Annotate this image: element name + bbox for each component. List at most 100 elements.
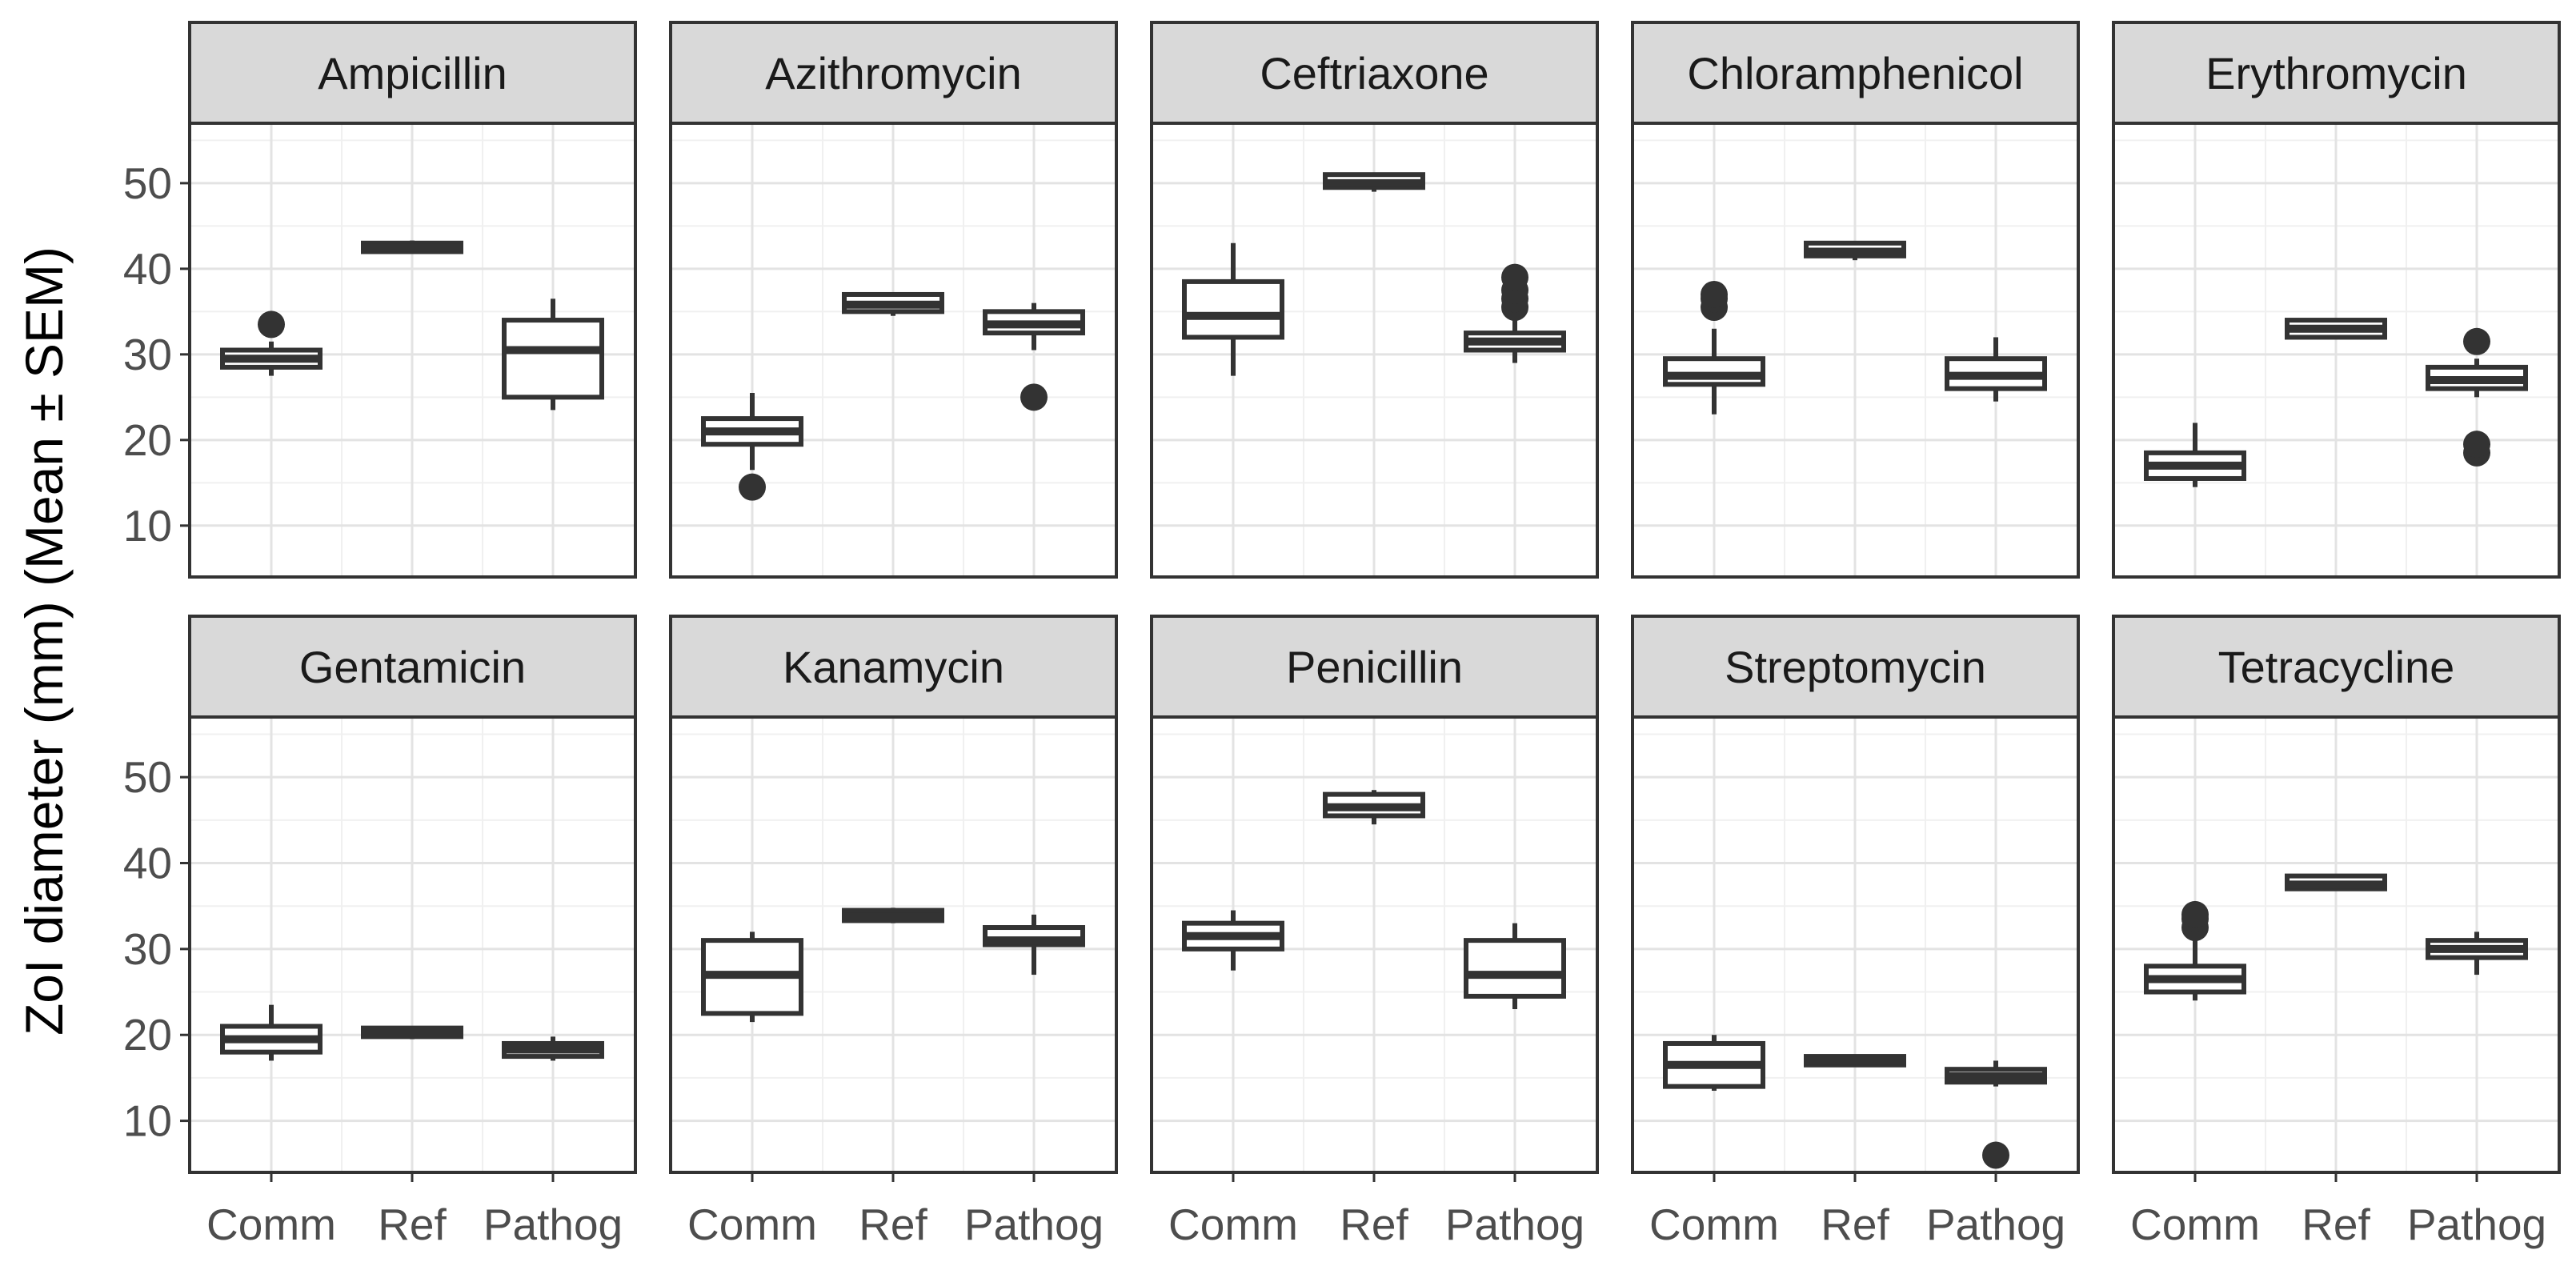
box-comm bbox=[701, 392, 803, 501]
facet-panel-kanamycin: Kanamycin Comm Ref Pathog bbox=[669, 615, 1118, 1249]
x-tick-label: Pathog bbox=[964, 1200, 1104, 1249]
box-pathog bbox=[2426, 931, 2528, 976]
box-comm bbox=[701, 931, 803, 1023]
x-tick-label: Ref bbox=[1340, 1200, 1408, 1249]
facet-title: Penicillin bbox=[1286, 642, 1463, 692]
x-tick-label: Ref bbox=[859, 1200, 927, 1249]
facet-strip bbox=[1631, 21, 2080, 125]
box-comm bbox=[1182, 242, 1284, 376]
box-ref bbox=[2285, 873, 2387, 891]
x-tick-label: Comm bbox=[2130, 1200, 2260, 1249]
facet-title: Chloramphenicol bbox=[1687, 48, 2023, 98]
facet-panel-ampicillin: Ampicillin 10 20 30 40 50 bbox=[123, 21, 637, 579]
outlier-point bbox=[1501, 263, 1528, 291]
box-ref bbox=[1323, 790, 1425, 825]
outlier-point bbox=[258, 310, 285, 339]
box-ref bbox=[361, 240, 463, 254]
outlier-point bbox=[1982, 1141, 2009, 1169]
facet-strip bbox=[669, 615, 1118, 719]
box-ref bbox=[842, 291, 944, 316]
x-tick-label: Comm bbox=[206, 1200, 336, 1249]
x-tick-label: Ref bbox=[378, 1200, 447, 1249]
box-ref bbox=[361, 1025, 463, 1040]
x-tick-label: Pathog bbox=[483, 1200, 623, 1249]
box-ref bbox=[842, 907, 944, 923]
y-tick-label: 30 bbox=[123, 330, 172, 379]
box-ref bbox=[1323, 172, 1425, 192]
box-comm bbox=[2144, 423, 2246, 487]
facet-panel-chloramphenicol: Chloramphenicol bbox=[1631, 21, 2080, 579]
box-iqr bbox=[1464, 938, 1566, 999]
facet-title: Ceftriaxone bbox=[1260, 48, 1488, 98]
x-tick-label: Pathog bbox=[1926, 1200, 2065, 1249]
facet-title: Kanamycin bbox=[783, 642, 1004, 692]
facet-strip bbox=[2112, 615, 2561, 719]
facet-strip bbox=[2112, 21, 2561, 125]
facet-title: Streptomycin bbox=[1725, 642, 1986, 692]
outlier-point bbox=[2463, 327, 2490, 355]
y-tick-label: 50 bbox=[123, 158, 172, 208]
facet-title: Gentamicin bbox=[299, 642, 526, 692]
box-pathog bbox=[1464, 923, 1566, 1010]
box-pathog bbox=[1464, 263, 1566, 363]
facet-strip bbox=[1150, 21, 1599, 125]
y-tick-label: 10 bbox=[123, 1096, 172, 1146]
facet-panels: Ampicillin 10 20 30 40 50 Azithromycin Ceftriax… bbox=[123, 21, 2561, 1249]
facet-title: Ampicillin bbox=[318, 48, 507, 98]
outlier-point bbox=[2181, 900, 2209, 928]
facet-panel-tetracycline: Tetracycline Comm Ref Pathog bbox=[2112, 615, 2561, 1249]
y-axis-title: ZoI diameter (mm) (Mean ± SEM) bbox=[14, 246, 74, 1036]
box-pathog bbox=[983, 302, 1085, 411]
box-ref bbox=[2285, 318, 2387, 340]
y-tick-label: 40 bbox=[123, 244, 172, 294]
y-tick-label: 30 bbox=[123, 924, 172, 974]
x-tick-label: Ref bbox=[2302, 1200, 2370, 1249]
box-comm bbox=[1663, 280, 1765, 415]
facet-title: Erythromycin bbox=[2205, 48, 2467, 98]
box-iqr bbox=[502, 318, 604, 400]
box-pathog bbox=[502, 1036, 604, 1061]
facet-strip bbox=[188, 21, 637, 125]
box-iqr bbox=[1182, 278, 1284, 340]
y-tick-label: 20 bbox=[123, 1010, 172, 1060]
outlier-point bbox=[739, 473, 766, 501]
facet-panel-gentamicin: Gentamicin 10 20 30 40 50 Comm Ref Pathog bbox=[123, 615, 637, 1249]
box-ref bbox=[1804, 1054, 1906, 1068]
facet-strip bbox=[669, 21, 1118, 125]
box-pathog bbox=[1945, 1060, 2047, 1169]
facet-panel-streptomycin: Streptomycin Comm Ref Pathog bbox=[1631, 615, 2080, 1249]
y-tick-label: 40 bbox=[123, 839, 172, 888]
facet-strip bbox=[1631, 615, 2080, 719]
facet-panel-azithromycin: Azithromycin bbox=[669, 21, 1118, 579]
facet-title: Azithromycin bbox=[765, 48, 1022, 98]
y-tick-label: 50 bbox=[123, 752, 172, 802]
box-pathog bbox=[502, 298, 604, 411]
box-comm bbox=[220, 1004, 323, 1061]
box-pathog bbox=[983, 914, 1085, 976]
box-pathog bbox=[2426, 327, 2528, 467]
facet-panel-erythromycin: Erythromycin bbox=[2112, 21, 2561, 579]
facet-title: Tetracycline bbox=[2218, 642, 2455, 692]
x-tick-label: Pathog bbox=[1445, 1200, 1584, 1249]
outlier-point bbox=[1020, 383, 1048, 411]
box-pathog bbox=[1945, 337, 2047, 402]
x-tick-label: Comm bbox=[687, 1200, 817, 1249]
outlier-point bbox=[1701, 280, 1728, 308]
box-comm bbox=[1663, 1035, 1765, 1092]
x-tick-label: Comm bbox=[1649, 1200, 1779, 1249]
box-iqr bbox=[1663, 356, 1765, 387]
facet-strip bbox=[188, 615, 637, 719]
facet-panel-penicillin: Penicillin Comm Ref Pathog bbox=[1150, 615, 1599, 1249]
facet-panel-ceftriaxone: Ceftriaxone bbox=[1150, 21, 1599, 579]
x-tick-label: Pathog bbox=[2407, 1200, 2546, 1249]
y-tick-label: 20 bbox=[123, 415, 172, 465]
box-comm bbox=[2144, 900, 2246, 1001]
outlier-point bbox=[2463, 431, 2490, 459]
facet-strip bbox=[1150, 615, 1599, 719]
x-tick-label: Ref bbox=[1821, 1200, 1889, 1249]
y-tick-label: 10 bbox=[123, 501, 172, 551]
box-comm bbox=[220, 310, 323, 376]
box-comm bbox=[1182, 910, 1284, 971]
box-ref bbox=[1804, 240, 1906, 261]
